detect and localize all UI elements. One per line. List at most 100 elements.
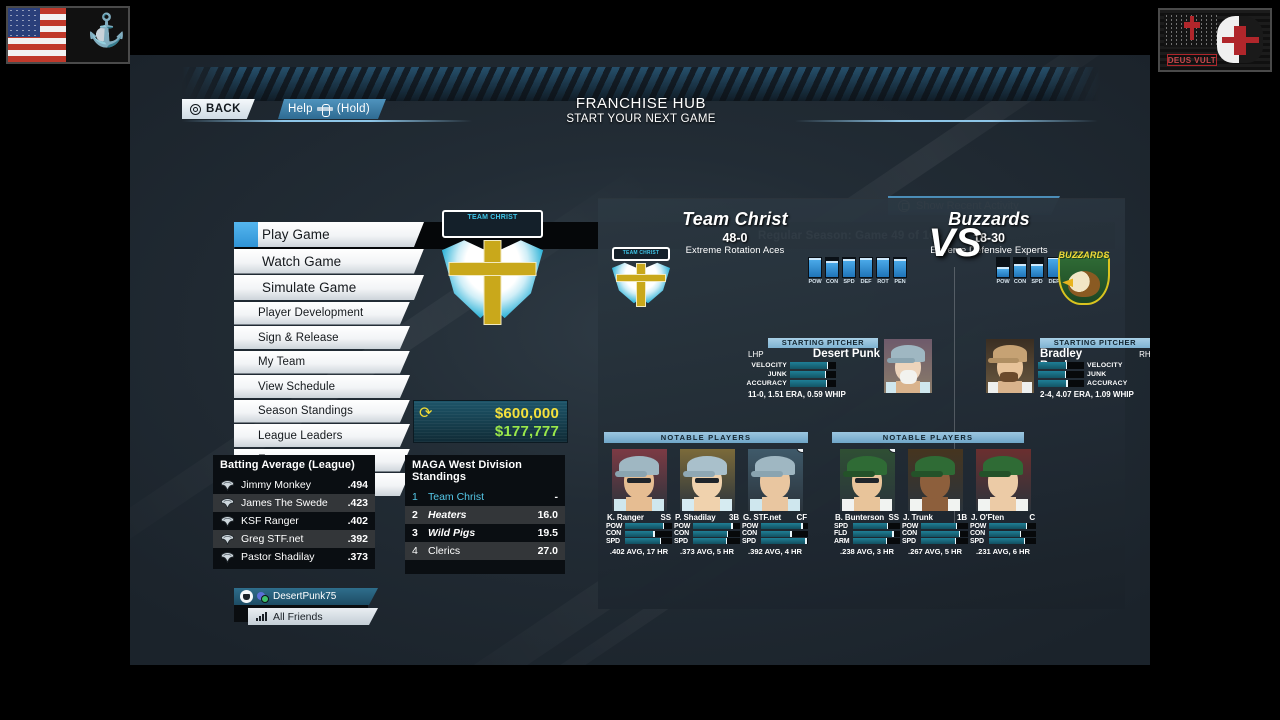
player-name: K. Ranger: [607, 513, 644, 522]
menu-item-league-leaders[interactable]: League Leaders: [234, 424, 410, 447]
player-stat-bar: [921, 530, 968, 537]
crusader-helmet-icon: [1217, 16, 1264, 63]
batting-average-panel: Batting Average (League) Jimmy Monkey .49…: [213, 455, 375, 569]
player-portrait: [975, 449, 1031, 511]
home-team-logo: TEAM CHRIST: [608, 247, 674, 307]
user-profile-chip[interactable]: DesertPunk75: [234, 588, 378, 605]
standings-games-back: -: [554, 491, 559, 503]
pitcher-stat-velocity: VELOCITY: [1038, 362, 1123, 369]
player-stat-spd: SPD: [606, 538, 672, 545]
rating-label: ROT: [877, 279, 889, 285]
notable-player-card[interactable]: K. Ranger SS POW CON SPD .402 AVG, 17 HR: [606, 449, 672, 556]
menu-item-player-development[interactable]: Player Development: [234, 302, 410, 325]
pitcher-stat-accuracy: ACCURACY: [747, 380, 836, 387]
cross-icon: [1184, 16, 1200, 40]
star-player-icon: [796, 449, 803, 455]
player-identity: K. Ranger SS: [606, 513, 672, 522]
vs-label: VS: [928, 221, 982, 265]
player-stat-label: POW: [742, 522, 759, 530]
page-title-sub: START YOUR NEXT GAME: [566, 113, 716, 125]
standings-position: 3: [412, 527, 418, 539]
away-team-tagline: Extreme Defensive Experts: [930, 245, 1048, 256]
home-team-name: Team Christ: [682, 209, 788, 229]
player-stat-label: SPD: [902, 537, 916, 545]
notable-player-card[interactable]: G. STF.net CF POW CON SPD .392 AVG, 4 HR: [742, 449, 808, 556]
economy-panel: $600,000 $177,777: [413, 400, 568, 443]
notable-player-card[interactable]: B. Bunterson SS SPD FLD ARM .238 AVG, 3 HR: [834, 449, 900, 556]
back-button-label: BACK: [206, 103, 241, 115]
player-avg-line: .267 AVG, 5 HR: [907, 547, 963, 556]
notable-player-card[interactable]: P. Shadilay 3B POW CON SPD .373 AVG, 5 HR: [674, 449, 740, 556]
team-rating-spd: SPD: [1030, 257, 1044, 285]
stat-label: VELOCITY: [1087, 362, 1123, 369]
away-notable-players: B. Bunterson SS SPD FLD ARM .238 AVG, 3 HR J. …: [598, 199, 1125, 609]
menu-item-season-standings[interactable]: Season Standings: [234, 400, 410, 423]
batting-row: Jimmy Monkey .494: [213, 476, 375, 494]
menu-item-view-schedule[interactable]: View Schedule: [234, 375, 410, 398]
pitcher-stat-velocity: VELOCITY: [751, 362, 836, 369]
away-pitcher-portrait: [986, 339, 1034, 393]
away-starting-pitcher: RHP Bradley Bowler VELOCITYJUNKACCURACY …: [1036, 338, 1150, 399]
player-position: 1B: [956, 513, 967, 522]
all-friends-label: All Friends: [273, 610, 323, 623]
player-stat-con: CON: [902, 530, 968, 537]
standings-games-back: 27.0: [537, 545, 558, 557]
home-starting-pitcher-band: STARTING PITCHER: [768, 338, 878, 348]
menu-item-my-team[interactable]: My Team: [234, 351, 410, 374]
player-stat-bar: [989, 530, 1036, 537]
cash-row: $177,777: [419, 422, 559, 440]
helmet-icon: [221, 480, 234, 491]
logo-wordmark: TEAM CHRIST: [441, 210, 544, 238]
team-rating-def: DEF: [859, 257, 873, 285]
menu-item-sign-release[interactable]: Sign & Release: [234, 326, 410, 349]
away-team-record: 18-30: [973, 231, 1005, 245]
menu-item-play-game[interactable]: Play Game: [234, 222, 424, 247]
pitcher-stat-junk: JUNK: [1038, 371, 1106, 378]
player-stat-pow: POW: [674, 523, 740, 530]
player-position: SS: [888, 513, 900, 522]
player-stat-bar: [853, 523, 900, 529]
batting-average-value: .373: [347, 551, 368, 563]
player-portrait: [679, 449, 735, 511]
player-name: B. Bunterson: [835, 513, 885, 522]
stat-bar: [1038, 380, 1084, 387]
standings-row: 4 Clerics 27.0: [405, 542, 565, 560]
all-friends-button[interactable]: All Friends: [248, 608, 378, 625]
menu-item-watch-game[interactable]: Watch Game: [234, 249, 424, 274]
player-identity: G. STF.net CF: [742, 513, 808, 522]
pitcher-stat-junk: JUNK: [768, 371, 836, 378]
player-stat-label: SPD: [970, 537, 984, 545]
pitcher-stat-accuracy: ACCURACY: [1038, 380, 1128, 387]
rating-label: DEF: [1048, 279, 1060, 285]
player-position: SS: [660, 513, 672, 522]
player-stat-label: SPD: [834, 522, 848, 530]
help-button-label: Help: [288, 103, 313, 115]
rating-label: DEF: [860, 279, 872, 285]
division-standings-title: MAGA West Division Standings: [412, 459, 522, 483]
player-avg-line: .392 AVG, 4 HR: [747, 547, 803, 556]
notable-player-card[interactable]: J. Trunk 1B POW CON SPD .267 AVG, 5 HR: [902, 449, 968, 556]
stat-label: ACCURACY: [1087, 380, 1128, 387]
notable-player-card[interactable]: J. O'Ften C POW CON SPD .231 AVG, 6 HR: [970, 449, 1036, 556]
back-button[interactable]: BACK: [182, 99, 255, 119]
home-notable-players: K. Ranger SS POW CON SPD .402 AVG, 17 HR P. Sh…: [598, 199, 1125, 609]
home-team-tagline: Extreme Rotation Aces: [685, 245, 785, 256]
signal-bars-icon: [256, 612, 267, 621]
player-stat-fld: FLD: [834, 530, 900, 537]
player-stat-label: ARM: [834, 537, 850, 545]
header-hatch-texture: [182, 67, 1100, 101]
rating-bar: [893, 257, 907, 278]
player-stat-bar: [625, 523, 672, 529]
stat-bar: [790, 380, 836, 387]
player-stat-bar: [693, 523, 740, 529]
rating-bar: [825, 257, 839, 278]
player-stat-label: FLD: [834, 530, 848, 537]
team-rating-pow: POW: [996, 257, 1010, 285]
help-button[interactable]: Help (Hold): [278, 99, 386, 119]
player-stat-label: CON: [970, 530, 985, 537]
menu-item-label: Play Game: [262, 227, 330, 242]
player-stat-arm: ARM: [834, 538, 900, 545]
menu-item-simulate-game[interactable]: Simulate Game: [234, 275, 424, 300]
player-stat-label: POW: [606, 522, 623, 530]
player-portrait: [907, 449, 963, 511]
